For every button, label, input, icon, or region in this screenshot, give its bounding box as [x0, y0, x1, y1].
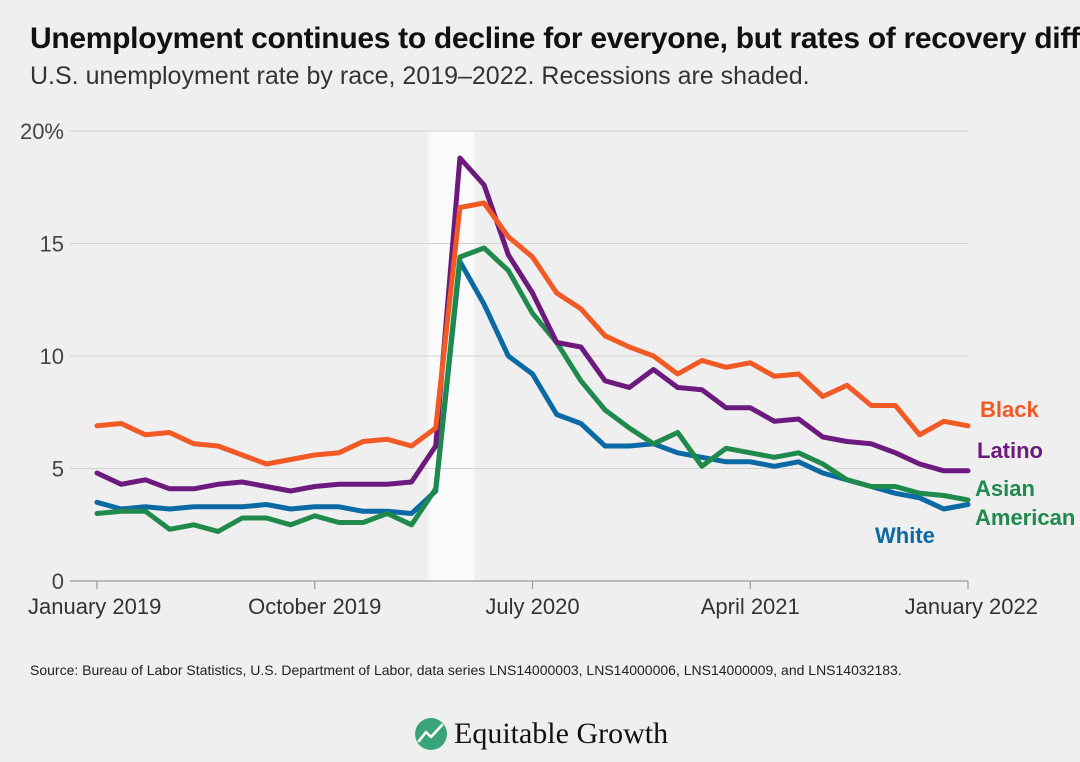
y-tick-label: 0 — [52, 569, 64, 594]
series-label-white: White — [875, 523, 935, 548]
equitable-growth-logo: Equitable Growth — [414, 714, 668, 754]
logo-text: Equitable Growth — [454, 717, 669, 750]
x-tick-label: July 2020 — [485, 594, 579, 619]
series-label-black: Black — [980, 397, 1039, 422]
series-line-asian-american — [94, 245, 971, 534]
series-label-asian-american: American — [975, 505, 1075, 530]
source-note: Source: Bureau of Labor Statistics, U.S.… — [30, 662, 902, 678]
y-tick-label: 15 — [40, 232, 64, 257]
y-tick-label: 5 — [52, 457, 64, 482]
x-tick-label: January 2019 — [28, 594, 161, 619]
line-chart: 0 5 10 15 20% January 2019 October 2019 July 20… — [20, 119, 1075, 619]
x-tick-label: January 2022 — [905, 594, 1038, 619]
series-line-black — [94, 200, 971, 467]
series-line-white — [94, 259, 971, 516]
y-tick-label: 20% — [20, 119, 64, 144]
y-tick-label: 10 — [40, 344, 64, 369]
series-label-asian-american: Asian — [975, 476, 1035, 501]
x-tick-label: October 2019 — [248, 594, 381, 619]
chart-subtitle: U.S. unemployment rate by race, 2019–202… — [30, 62, 810, 90]
series-line-latino — [94, 155, 971, 494]
series-label-latino: Latino — [977, 438, 1043, 463]
growth-leaf-icon — [415, 718, 447, 750]
chart-title: Unemployment continues to decline for ev… — [30, 22, 1080, 55]
x-tick-label: April 2021 — [701, 594, 800, 619]
